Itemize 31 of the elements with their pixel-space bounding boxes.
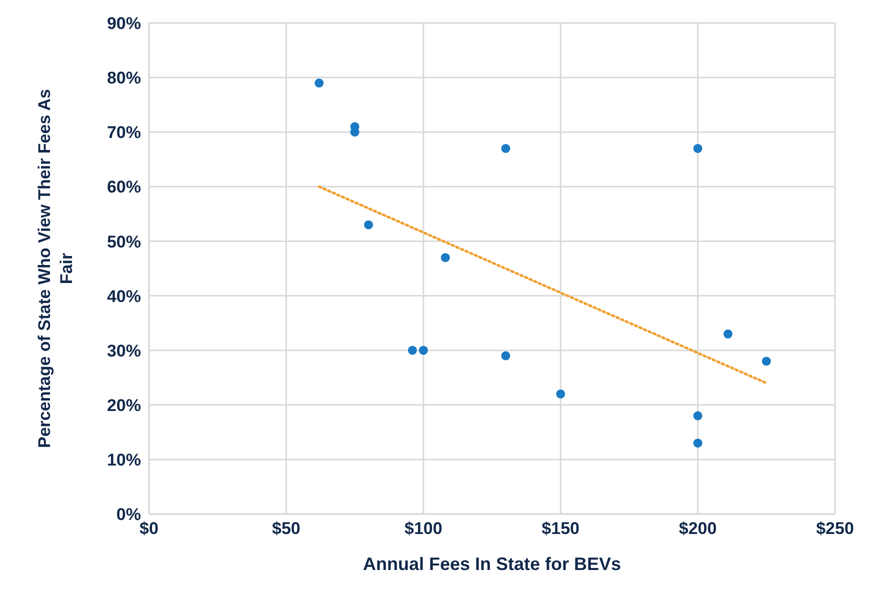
point bbox=[762, 356, 771, 366]
point bbox=[693, 411, 702, 420]
x-tick-label: $150 bbox=[542, 519, 580, 538]
point bbox=[408, 346, 417, 355]
y-tick-label: 0% bbox=[116, 505, 141, 524]
point bbox=[501, 144, 510, 153]
y-tick-label: 50% bbox=[106, 232, 141, 252]
point bbox=[556, 389, 566, 398]
x-tick-label: $100 bbox=[404, 519, 442, 538]
y-tick-label: 90% bbox=[106, 14, 141, 34]
point bbox=[723, 329, 732, 338]
x-tick-label: $200 bbox=[678, 519, 717, 538]
y-tick-label: 30% bbox=[106, 341, 141, 360]
x-tick-label: $0 bbox=[140, 519, 158, 538]
x-tick-label: $250 bbox=[816, 519, 854, 538]
point bbox=[364, 220, 374, 230]
point bbox=[501, 351, 510, 360]
point bbox=[314, 78, 324, 88]
x-axis-title: Annual Fees In State for BEVs bbox=[362, 554, 622, 575]
y-tick-label: 20% bbox=[106, 396, 141, 415]
x-tick-label: $50 bbox=[272, 519, 300, 538]
y-axis-title: Percentage of State Who View Their Fees As Fair bbox=[35, 89, 76, 448]
y-tick-label: 10% bbox=[106, 450, 141, 470]
point bbox=[693, 438, 702, 448]
y-tick-label: 80% bbox=[106, 68, 141, 88]
point bbox=[693, 144, 702, 153]
point bbox=[440, 253, 450, 262]
y-tick-label: 60% bbox=[106, 178, 141, 197]
point bbox=[418, 346, 428, 355]
y-tick-label: 40% bbox=[106, 286, 141, 306]
y-tick-label: 70% bbox=[106, 123, 141, 142]
